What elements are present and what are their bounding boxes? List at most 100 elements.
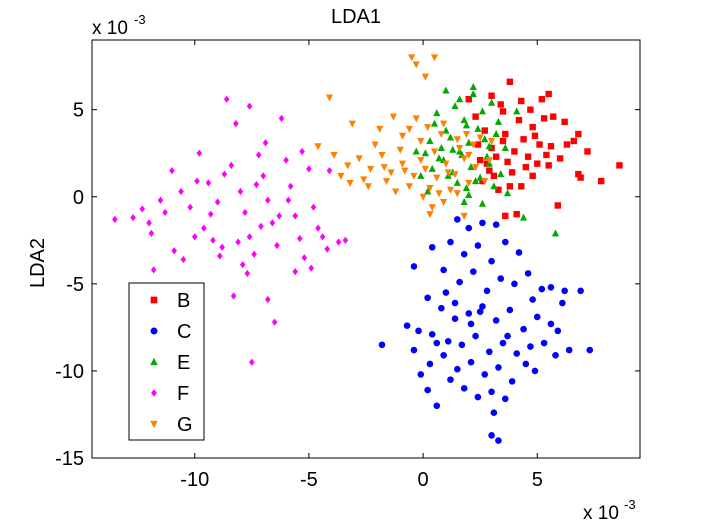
data-point bbox=[171, 247, 177, 255]
data-point bbox=[251, 250, 257, 258]
data-point bbox=[472, 177, 480, 185]
legend-item-f: F bbox=[151, 383, 189, 405]
data-point bbox=[433, 339, 441, 347]
data-point bbox=[310, 203, 317, 211]
data-point bbox=[474, 141, 482, 148]
data-point bbox=[382, 178, 391, 186]
data-point bbox=[242, 208, 248, 217]
data-point bbox=[453, 178, 461, 186]
data-point bbox=[543, 151, 550, 159]
axes-layer: -10 -5 0 5 -15 -10 -5 0 5 bbox=[55, 39, 641, 491]
data-point bbox=[467, 358, 475, 366]
data-point bbox=[472, 332, 479, 340]
data-point bbox=[497, 170, 505, 178]
data-point bbox=[230, 292, 237, 300]
data-point bbox=[325, 94, 334, 102]
data-point bbox=[520, 325, 527, 333]
x-tick-label: -5 bbox=[300, 469, 318, 491]
data-point bbox=[487, 138, 496, 146]
series-g bbox=[314, 54, 496, 220]
legend-item-b: B bbox=[150, 290, 190, 312]
data-point bbox=[415, 327, 422, 335]
legend-item-c: C bbox=[150, 321, 191, 343]
data-point bbox=[437, 131, 445, 139]
data-point bbox=[426, 185, 434, 193]
data-point bbox=[511, 280, 518, 288]
data-point bbox=[424, 386, 431, 394]
data-point bbox=[301, 254, 308, 262]
data-point bbox=[547, 284, 555, 291]
data-point bbox=[531, 367, 539, 375]
data-point bbox=[518, 183, 525, 190]
data-point bbox=[428, 164, 436, 172]
data-point bbox=[563, 141, 571, 148]
data-point bbox=[412, 115, 420, 123]
data-point bbox=[529, 123, 536, 131]
data-point bbox=[492, 317, 500, 324]
data-point bbox=[538, 285, 546, 293]
data-point bbox=[474, 393, 482, 401]
data-point bbox=[435, 154, 443, 162]
data-point bbox=[499, 339, 507, 347]
data-point bbox=[545, 162, 552, 169]
data-point bbox=[417, 138, 425, 146]
data-point bbox=[410, 263, 418, 270]
data-point bbox=[276, 212, 283, 220]
data-point bbox=[444, 338, 452, 345]
data-point bbox=[490, 409, 498, 417]
data-point bbox=[217, 252, 223, 260]
x-multiplier-exponent: -3 bbox=[624, 497, 636, 512]
data-point bbox=[497, 275, 505, 282]
data-point bbox=[453, 136, 461, 144]
data-point bbox=[451, 299, 459, 307]
data-point bbox=[376, 125, 384, 133]
data-point bbox=[285, 196, 292, 204]
data-point bbox=[387, 169, 395, 177]
data-point bbox=[430, 54, 439, 62]
data-point bbox=[527, 106, 534, 113]
data-point bbox=[577, 287, 584, 295]
data-point bbox=[342, 236, 349, 244]
data-point bbox=[540, 115, 548, 122]
data-point bbox=[536, 141, 543, 148]
data-point bbox=[495, 437, 502, 444]
data-point bbox=[130, 214, 136, 222]
data-point bbox=[486, 348, 493, 356]
y-multiplier-exponent: -3 bbox=[134, 12, 146, 27]
x-multiplier: x 10 -3 bbox=[583, 497, 636, 524]
data-point bbox=[513, 210, 520, 218]
data-point bbox=[426, 211, 434, 219]
data-point bbox=[326, 167, 333, 175]
data-point bbox=[426, 360, 434, 368]
data-point bbox=[430, 119, 439, 127]
data-point bbox=[446, 133, 455, 141]
data-point bbox=[547, 143, 555, 150]
data-point bbox=[465, 151, 473, 159]
y-multiplier: x 10 -3 bbox=[92, 12, 146, 39]
data-point bbox=[586, 346, 594, 354]
data-point bbox=[479, 177, 486, 185]
legend-label: E bbox=[177, 352, 190, 374]
data-point bbox=[478, 107, 487, 115]
data-point bbox=[440, 266, 447, 274]
data-point bbox=[308, 264, 314, 272]
data-point bbox=[274, 241, 280, 250]
data-point bbox=[584, 148, 591, 155]
data-point bbox=[490, 182, 498, 190]
data-point bbox=[462, 184, 471, 192]
data-point bbox=[292, 212, 299, 220]
data-point bbox=[481, 127, 488, 134]
data-point bbox=[465, 224, 473, 232]
data-point bbox=[249, 358, 255, 366]
chart-title: LDA1 bbox=[331, 6, 381, 28]
series-b bbox=[465, 78, 623, 220]
data-point bbox=[508, 169, 516, 176]
data-point bbox=[518, 97, 525, 105]
data-point bbox=[344, 162, 352, 170]
data-point bbox=[616, 162, 623, 169]
data-point bbox=[551, 229, 560, 237]
data-point bbox=[287, 182, 294, 190]
data-point bbox=[412, 61, 420, 69]
